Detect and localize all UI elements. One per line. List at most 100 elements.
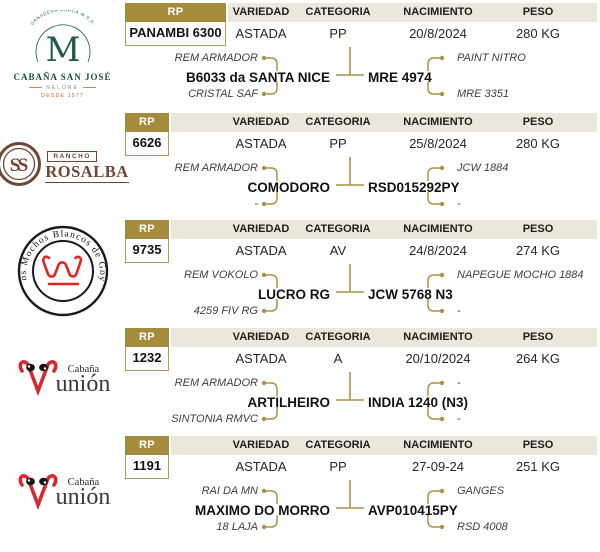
sire-sire-name: RAI DA MN	[201, 485, 258, 497]
bracket-icon	[261, 192, 278, 207]
bracket-icon	[261, 380, 278, 396]
union-name: unión	[55, 484, 111, 511]
sire-sire-name: REM ARMADOR	[174, 377, 258, 389]
bracket-icon	[427, 192, 445, 207]
sire-dam-name: CRISTAL SAF	[188, 88, 258, 100]
rule-line	[29, 87, 43, 88]
sire-dam-name: 4259 FIV RG	[193, 305, 258, 317]
dam-name: AVP010415PY	[368, 503, 458, 518]
bracket-icon	[427, 165, 445, 181]
bracket-icon	[261, 165, 278, 181]
rp-value: 1232	[125, 347, 169, 371]
rp-value: 6626	[125, 132, 169, 156]
peso-value: 274 KG	[515, 243, 561, 258]
column-header-nacimiento: NACIMIENTO	[403, 223, 473, 235]
table-header: RP VARIEDAD CATEGORIA NACIMIENTO PESO	[125, 113, 600, 132]
breeder-logo-cabana-union: Cabaña unión	[0, 433, 125, 552]
catalog-entry: Cabaña unión RP VARIEDAD CATEGORIA NACIM…	[0, 325, 600, 433]
rosalba-wordmark: RANCHO ROSALBA	[45, 145, 129, 184]
cow-head-icon	[25, 477, 35, 485]
dam-dam-name: MRE 3351	[457, 88, 509, 100]
column-header-nacimiento: NACIMIENTO	[403, 6, 473, 18]
entry-content: RP VARIEDAD CATEGORIA NACIMIENTO PESO 12…	[125, 325, 600, 433]
san-jose-ring-arc	[35, 23, 90, 62]
cow-head-icon	[25, 363, 35, 372]
bracket-icon	[427, 488, 445, 504]
dam-dam-name: -	[457, 198, 461, 210]
table-row: 1232 ASTADA A 20/10/2024 264 KG	[125, 347, 600, 371]
union-heart-emblem	[18, 360, 58, 397]
san-jose-arc-text: GANADERA MARCA M S.A.	[29, 10, 96, 26]
rosalba-name: ROSALBA	[45, 161, 129, 181]
dam-name: MRE 4974	[368, 70, 432, 85]
header-background	[171, 220, 597, 239]
entry-content: RP VARIEDAD CATEGORIA NACIMIENTO PESO 66…	[125, 110, 600, 218]
bracket-icon	[427, 380, 445, 396]
pedigree-connector-line	[336, 480, 364, 509]
union-heart-outline	[18, 473, 58, 510]
column-header-peso: PESO	[522, 6, 554, 18]
union-prefix: Cabaña	[67, 477, 100, 489]
categoria-value: PP	[329, 459, 347, 474]
rosalba-monogram: S	[10, 155, 21, 176]
nacimiento-value: 27-09-24	[411, 459, 465, 474]
catalog-entry: Los Mochos Blancos de Goya RP VARIEDAD C…	[0, 217, 600, 325]
emblem-inner-ring	[31, 240, 94, 302]
cow-head-icon	[38, 363, 48, 372]
rosalba-prefix: RANCHO	[47, 150, 97, 162]
entry-content: RP VARIEDAD CATEGORIA NACIMIENTO PESO 11…	[125, 433, 600, 552]
pedigree-diagram: REM VOKOLO 4259 FIV RG LUCRO RG JCW 5768…	[125, 264, 600, 322]
bracket-icon	[261, 82, 278, 97]
rosalba-monogram: S	[18, 155, 29, 176]
emblem-inner-ring	[3, 147, 36, 181]
variedad-value: ASTADA	[235, 136, 287, 151]
union-wordmark: Cabaña unión	[55, 363, 111, 397]
bracket-icon	[427, 407, 445, 422]
column-header-peso: PESO	[522, 439, 554, 451]
cow-head-icon	[38, 477, 48, 485]
sire-name: B6033 da SANTA NICE	[185, 70, 330, 85]
variedad-value: ASTADA	[235, 351, 287, 366]
cow-spot	[43, 480, 46, 484]
pedigree-connector-line	[336, 264, 364, 293]
dam-name: JCW 5768 N3	[368, 287, 453, 302]
nacimiento-value: 25/8/2024	[409, 136, 467, 151]
table-header: RP VARIEDAD CATEGORIA NACIMIENTO PESO	[125, 3, 600, 22]
entry-content: RP VARIEDAD CATEGORIA NACIMIENTO PESO 97…	[125, 217, 600, 325]
sire-dam-name: SINTONIA RMVC	[171, 413, 258, 425]
header-background	[228, 3, 597, 22]
san-jose-since: DESDE 1977	[41, 92, 84, 99]
union-prefix: Cabaña	[67, 363, 100, 375]
union-name: unión	[55, 370, 111, 397]
sire-name: LUCRO RG	[258, 287, 330, 302]
column-header-nacimiento: NACIMIENTO	[403, 439, 473, 451]
sire-dam-name: -	[254, 198, 258, 210]
column-header-categoria: CATEGORIA	[305, 331, 371, 343]
emblem-outer-ring	[17, 225, 108, 317]
bracket-icon	[427, 515, 445, 530]
column-header-variedad: VARIEDAD	[232, 116, 290, 128]
dam-sire-name: PAINT NITRO	[457, 52, 526, 64]
dam-name: INDIA 1240 (N3)	[368, 395, 469, 410]
header-background	[171, 328, 597, 347]
emblem-outer-ring	[0, 142, 42, 186]
entry-content: RP VARIEDAD CATEGORIA NACIMIENTO PESO PA…	[125, 0, 600, 108]
union-wordmark: Cabaña unión	[55, 477, 111, 511]
union-heart-emblem	[18, 473, 58, 510]
table-row: 1191 ASTADA PP 27-09-24 251 KG	[125, 455, 600, 479]
dam-dam-name: -	[457, 413, 461, 425]
dam-sire-name: NAPEGUE MOCHO 1884	[457, 269, 584, 281]
categoria-value: PP	[329, 136, 347, 151]
bracket-icon	[261, 407, 278, 422]
column-header-peso: PESO	[522, 331, 554, 343]
bracket-icon	[261, 488, 278, 504]
column-header-variedad: VARIEDAD	[232, 331, 290, 343]
pedigree-diagram: RAI DA MN 18 LAJA MAXIMO DO MORRO AVP010…	[125, 480, 600, 538]
cow-spot	[27, 478, 30, 482]
san-jose-breed: NELORE	[3, 85, 123, 91]
column-header-nacimiento: NACIMIENTO	[403, 331, 473, 343]
peso-value: 280 KG	[515, 136, 561, 151]
pedigree-connector-line	[336, 47, 364, 76]
dam-sire-name: -	[457, 377, 461, 389]
column-header-variedad: VARIEDAD	[232, 6, 290, 18]
